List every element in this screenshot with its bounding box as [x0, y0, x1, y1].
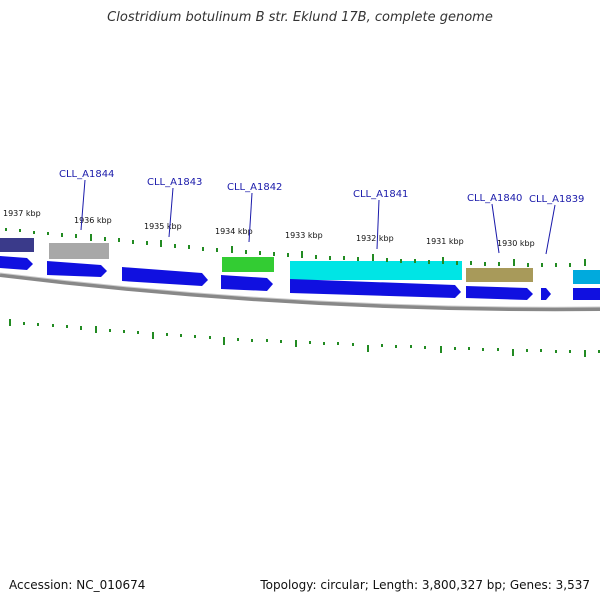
gene-label[interactable]: CLL_A1843 — [147, 177, 202, 188]
gene-arrow[interactable] — [122, 267, 208, 286]
scale-label: 1936 kbp — [74, 216, 112, 225]
genome-summary-text: Topology: circular; Length: 3,800,327 bp… — [260, 578, 590, 592]
gene-arrow[interactable] — [541, 288, 551, 300]
gene-label[interactable]: CLL_A1844 — [59, 169, 114, 180]
gene-label[interactable]: CLL_A1842 — [227, 182, 282, 193]
gene-arrow[interactable] — [573, 288, 600, 300]
gene-arrow[interactable] — [466, 286, 533, 300]
scale-label: 1932 kbp — [356, 234, 394, 243]
gene-arrow[interactable] — [290, 279, 461, 298]
genome-backbone — [0, 273, 600, 312]
feature-track-segment — [49, 243, 109, 259]
gene-label[interactable]: CLL_A1841 — [353, 189, 408, 200]
gene-leader-lines — [80, 179, 556, 255]
feature-track-segment — [290, 261, 462, 280]
scale-label: 1930 kbp — [497, 239, 535, 248]
scale-ticks-top — [5, 228, 586, 267]
genome-title: Clostridium botulinum B str. Eklund 17B,… — [107, 10, 493, 25]
gene-arrow[interactable] — [47, 261, 107, 277]
scale-label: 1931 kbp — [426, 237, 464, 246]
accession-text: Accession: NC_010674 — [9, 578, 146, 592]
scale-label: 1934 kbp — [215, 227, 253, 236]
scale-label: 1935 kbp — [144, 222, 182, 231]
gene-arrow[interactable] — [221, 275, 273, 291]
feature-track-segment — [222, 257, 274, 272]
scale-ticks-bottom — [9, 319, 600, 357]
scale-label: 1937 kbp — [3, 209, 41, 218]
gene-arrow[interactable] — [0, 256, 33, 270]
scale-label: 1933 kbp — [285, 231, 323, 240]
feature-track-segment — [573, 270, 600, 284]
gene-label[interactable]: CLL_A1839 — [529, 194, 584, 205]
gene-label[interactable]: CLL_A1840 — [467, 193, 522, 204]
feature-track-segment — [0, 238, 34, 252]
feature-track-segment — [466, 268, 533, 282]
